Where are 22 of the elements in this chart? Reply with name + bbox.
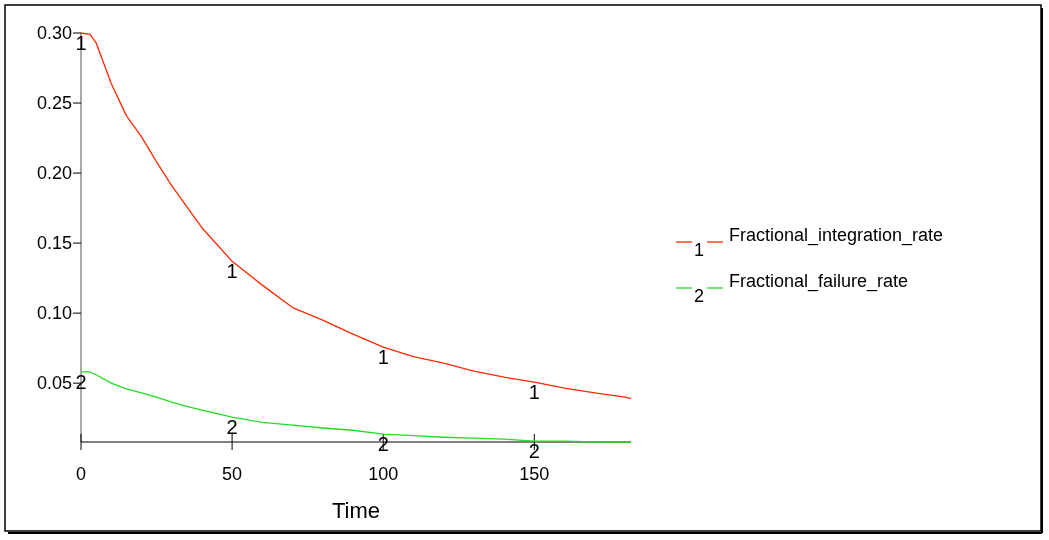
legend-label: Fractional_integration_rate bbox=[729, 225, 944, 246]
text: 1 bbox=[693, 240, 705, 260]
x-tick-label: 50 bbox=[222, 464, 243, 484]
y-tick-label: 0.05 bbox=[36, 373, 72, 394]
y-tick-label: 0.20 bbox=[36, 163, 72, 184]
annotation: 2 bbox=[226, 416, 238, 439]
x-tick-label: 0 bbox=[75, 464, 87, 484]
y-tick-label: 0.15 bbox=[36, 233, 72, 254]
annotation: 2 bbox=[75, 370, 87, 393]
text: 2 bbox=[693, 286, 705, 306]
x-tick-label: 150 bbox=[519, 464, 550, 484]
x-tick-label: 100 bbox=[368, 464, 399, 484]
annotation: 1 bbox=[75, 32, 87, 54]
y-tick-label: 0.25 bbox=[36, 93, 72, 114]
annotation: 2 bbox=[528, 440, 540, 463]
y-tick-label: 0.30 bbox=[36, 23, 72, 44]
annotation: 1 bbox=[226, 260, 238, 283]
y-tick-label: 0.10 bbox=[36, 303, 72, 324]
annotation: 1 bbox=[377, 346, 389, 369]
x-axis-title: Time bbox=[331, 498, 381, 523]
annotation: 1 bbox=[528, 381, 540, 404]
legend-label: Fractional_failure_rate bbox=[729, 271, 909, 292]
